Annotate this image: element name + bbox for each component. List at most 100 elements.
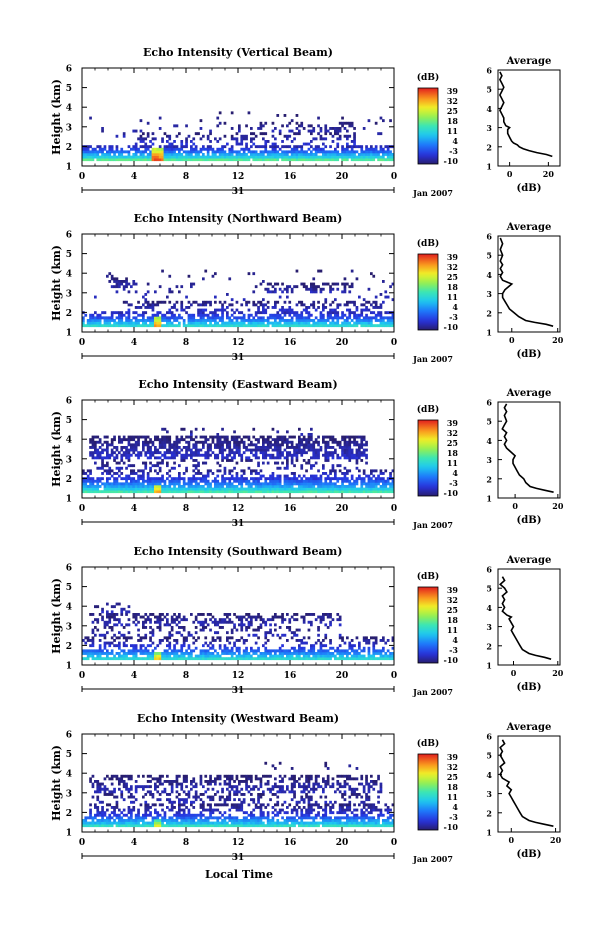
echo-cell <box>158 824 162 828</box>
echo-cell <box>192 464 196 468</box>
echo-cell <box>257 448 260 452</box>
echo-cell <box>386 319 390 322</box>
echo-cell <box>355 479 359 483</box>
echo-cell <box>233 485 236 488</box>
echo-cell <box>113 472 116 475</box>
echo-cell <box>295 490 299 494</box>
echo-cell <box>355 308 359 312</box>
echo-cell <box>118 490 121 494</box>
echo-cell <box>137 451 140 455</box>
echo-cell <box>341 657 344 661</box>
echo-cell <box>262 456 265 460</box>
echo-cell <box>295 487 299 491</box>
echo-cell <box>180 626 184 629</box>
echo-cell <box>106 155 109 159</box>
echo-cell <box>118 311 121 315</box>
echo-cell <box>391 153 395 156</box>
echo-cell <box>192 620 196 624</box>
echo-cell <box>127 623 131 627</box>
echo-cell <box>358 646 361 650</box>
colorbar-tick-label: 18 <box>447 116 459 126</box>
echo-cell <box>149 440 152 444</box>
echo-cell <box>310 448 313 452</box>
echo-cell <box>108 453 112 457</box>
colorbar-tick-label: -3 <box>449 645 458 655</box>
panel-title: Echo Intensity (Northward Beam) <box>134 212 343 225</box>
echo-cell <box>106 324 109 328</box>
echo-cell <box>91 440 95 444</box>
echo-cell <box>305 153 308 156</box>
echo-cell <box>240 623 244 627</box>
y-tick-label: 4 <box>66 603 72 613</box>
echo-cell <box>211 153 215 156</box>
echo-cell <box>302 438 306 442</box>
echo-cell <box>235 300 239 304</box>
echo-cell <box>192 477 196 481</box>
echo-cell <box>134 479 138 483</box>
echo-cell <box>158 443 162 447</box>
echo-cell <box>360 482 364 486</box>
echo-cell <box>106 435 109 439</box>
echo-cell <box>317 487 320 491</box>
echo-cell <box>139 324 143 328</box>
echo-cell <box>190 433 193 436</box>
echo-cell <box>161 453 164 457</box>
echo-cell <box>295 618 299 622</box>
echo-cell <box>218 308 222 312</box>
x-tick-label: 4 <box>131 671 137 681</box>
echo-cell <box>386 654 390 658</box>
echo-cell <box>274 628 277 632</box>
echo-cell <box>338 633 342 637</box>
echo-cell <box>341 636 344 640</box>
echo-cell <box>168 300 172 304</box>
echo-cell <box>235 646 239 650</box>
echo-cell <box>221 145 224 149</box>
echo-cell <box>202 490 205 494</box>
echo-cell <box>110 150 114 154</box>
echo-cell <box>274 137 277 141</box>
echo-cell <box>108 321 112 325</box>
echo-cell <box>108 618 112 622</box>
echo-cell <box>187 443 191 447</box>
echo-cell <box>314 618 318 622</box>
echo-cell <box>372 158 376 162</box>
echo-cell <box>192 324 196 328</box>
colorbar-tick-label: 18 <box>447 282 459 292</box>
echo-cell <box>120 150 124 154</box>
echo-cell <box>108 472 112 475</box>
echo-cell <box>341 121 344 125</box>
echo-cell <box>144 485 148 488</box>
echo-cell <box>300 482 304 486</box>
echo-cell <box>86 639 90 642</box>
echo-cell <box>230 654 234 658</box>
echo-cell <box>322 155 325 159</box>
echo-cell <box>331 300 335 304</box>
echo-cell <box>286 311 289 315</box>
echo-cell <box>386 150 390 154</box>
echo-cell <box>312 306 316 309</box>
echo-cell <box>175 641 179 645</box>
echo-cell <box>307 628 311 632</box>
echo-cell <box>293 652 296 655</box>
echo-cell <box>245 155 248 159</box>
echo-cell <box>223 440 227 444</box>
echo-cell <box>199 628 203 632</box>
echo-cell <box>202 155 205 159</box>
echo-cell <box>110 453 114 457</box>
echo-cell <box>365 316 368 320</box>
echo-cell <box>353 311 356 315</box>
echo-cell <box>298 448 301 452</box>
echo-cell <box>233 443 236 447</box>
echo-cell <box>247 824 251 828</box>
echo-cell <box>101 155 104 159</box>
echo-cell <box>158 628 162 632</box>
avg-x-tick-label: 20 <box>552 668 564 678</box>
echo-cell <box>257 456 260 460</box>
echo-cell <box>163 153 167 156</box>
echo-cell <box>386 479 390 483</box>
echo-cell <box>127 490 131 494</box>
echo-cell <box>182 644 186 648</box>
echo-cell <box>101 633 104 637</box>
echo-cell <box>204 303 208 307</box>
echo-cell <box>86 324 90 328</box>
